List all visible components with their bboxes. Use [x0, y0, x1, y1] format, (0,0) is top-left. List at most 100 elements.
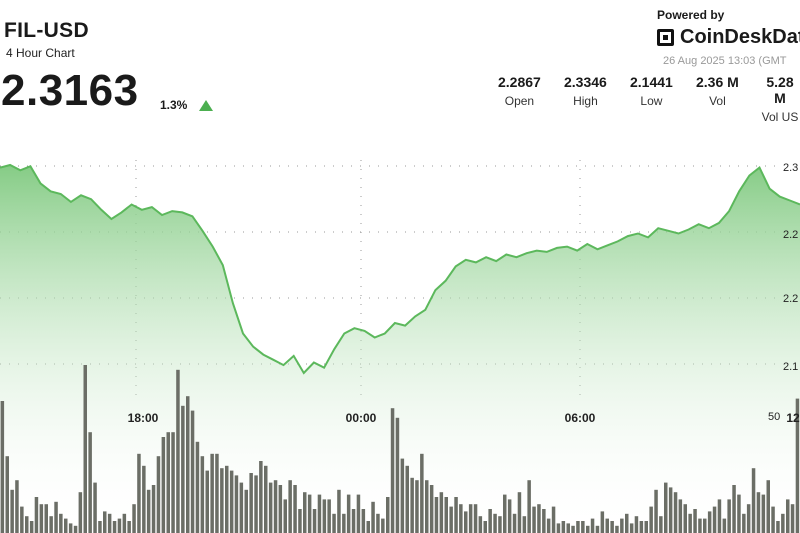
stat-value: 2.2867	[498, 74, 541, 90]
brand-logo[interactable]: CoinDeskDat	[657, 26, 800, 49]
volume-bar	[473, 504, 478, 533]
volume-bar	[98, 521, 102, 533]
price-line	[0, 163, 800, 375]
volume-bar	[678, 499, 683, 533]
volume-bar	[776, 521, 780, 533]
volume-bar	[234, 475, 239, 533]
volume-bar	[507, 499, 512, 533]
y-tick-label: 2.3	[783, 162, 798, 174]
change-percent: 1.3%	[160, 98, 188, 112]
volume-bar	[342, 513, 346, 533]
volume-bar	[605, 518, 609, 533]
volume-bar	[210, 453, 214, 533]
volume-bar	[59, 513, 63, 533]
volume-bar	[132, 504, 136, 533]
stat-label: Open	[504, 94, 535, 108]
volume-bar	[122, 513, 127, 533]
volume-bar	[39, 504, 44, 533]
volume-bar	[581, 521, 585, 533]
price-area	[0, 165, 800, 533]
volume-bar	[454, 497, 458, 533]
volume-bar	[244, 489, 248, 533]
volume-bar	[112, 521, 117, 533]
current-price: 2.3163	[1, 66, 139, 115]
volume-bar	[620, 518, 624, 533]
volume-bar	[576, 521, 580, 533]
volume-bar	[20, 506, 24, 533]
volume-bar	[10, 489, 14, 533]
volume-bar	[517, 492, 522, 533]
volume-bar	[259, 461, 263, 533]
stat-high: 2.3346 High	[564, 74, 607, 108]
volume-bar	[464, 511, 468, 533]
volume-bar	[717, 499, 722, 533]
volume-bar	[668, 487, 673, 533]
volume-bar	[781, 513, 785, 533]
volume-bar	[200, 456, 205, 533]
volume-bar	[400, 458, 405, 533]
volume-bar	[171, 432, 175, 533]
stat-value: 2.1441	[630, 74, 673, 90]
volume-bar	[478, 516, 483, 533]
volume-bar	[703, 518, 707, 533]
volume-bar	[346, 494, 351, 533]
volume-bar	[698, 518, 702, 533]
volume-bar	[542, 509, 546, 533]
volume-bar	[176, 369, 180, 533]
volume-bar	[288, 480, 292, 533]
volume-bar	[522, 516, 527, 533]
volume-bars	[0, 365, 800, 533]
volume-bar	[54, 501, 58, 533]
volume-bar	[405, 465, 409, 533]
volume-bar	[239, 482, 244, 533]
volume-bar	[649, 506, 653, 533]
volume-bar	[498, 516, 502, 533]
volume-bar	[83, 365, 87, 533]
volume-bar	[732, 485, 736, 533]
volume-bar	[590, 518, 595, 533]
volume-bar	[483, 521, 487, 533]
volume-bar	[268, 482, 273, 533]
volume-bar	[571, 525, 575, 533]
volume-bar	[415, 480, 419, 533]
price-change: 1.3%	[160, 98, 214, 112]
volume-bar	[566, 523, 570, 533]
volume-bar	[351, 509, 356, 533]
volume-bar	[293, 485, 297, 533]
volume-bar	[746, 504, 751, 533]
volume-bar	[73, 525, 78, 533]
volume-bar	[327, 499, 331, 533]
volume-bar	[625, 513, 629, 533]
volume-bar	[278, 485, 283, 533]
volume-bar	[337, 489, 341, 533]
volume-bar	[595, 525, 600, 533]
volume-bar	[420, 453, 424, 533]
coindesk-logo-icon	[657, 29, 674, 46]
volume-bar	[151, 485, 156, 533]
volume-bar	[425, 480, 429, 533]
volume-bar	[503, 494, 507, 533]
y-axis-ticks: 2.3 2.2 2.2 2.1 50	[768, 162, 798, 423]
volume-bar	[434, 497, 439, 533]
volume-bar	[664, 482, 668, 533]
volume-bar	[459, 504, 463, 533]
y-tick-label: 2.2	[783, 293, 798, 305]
volume-bar	[68, 523, 73, 533]
volume-bar	[527, 480, 531, 533]
volume-bar	[166, 432, 170, 533]
volume-bar	[312, 509, 317, 533]
volume-bar	[49, 516, 53, 533]
volume-bar	[742, 513, 746, 533]
volume-bar	[683, 504, 687, 533]
volume-bar	[15, 480, 19, 533]
stat-label: Vol	[709, 94, 726, 108]
volume-bar	[283, 499, 287, 533]
volume-bar	[532, 506, 536, 533]
volume-bar	[93, 482, 97, 533]
volume-bar	[634, 516, 639, 533]
volume-bar	[356, 494, 361, 533]
powered-by-label: Powered by	[657, 8, 725, 22]
volume-bar	[78, 492, 83, 533]
volume-bar	[142, 465, 146, 533]
x-axis-ticks: 18:00 00:00 06:00 12:	[128, 411, 800, 425]
